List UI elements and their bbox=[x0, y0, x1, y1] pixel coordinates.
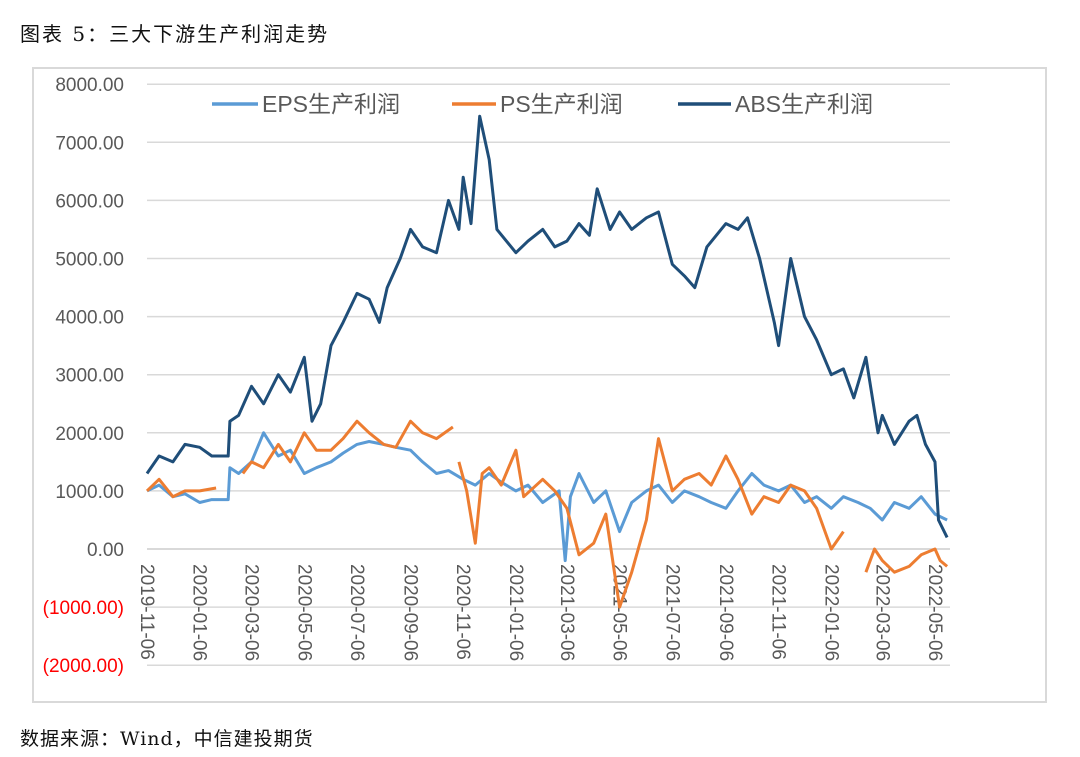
y-tick-label: 3000.00 bbox=[55, 366, 124, 387]
figure-title: 图表 5：三大下游生产利润走势 bbox=[20, 22, 330, 46]
x-tick-label: 2020-07-06 bbox=[346, 564, 367, 661]
y-tick-label: 1000.00 bbox=[55, 482, 124, 503]
series-line-PS生产利润 bbox=[241, 419, 454, 475]
x-tick-label: 2020-11-06 bbox=[452, 564, 473, 660]
x-tick-label: 2022-01-06 bbox=[820, 564, 841, 661]
chart-frame bbox=[32, 67, 1047, 703]
x-tick-label: 2020-03-06 bbox=[241, 564, 262, 661]
x-tick-label: 2021-09-06 bbox=[715, 564, 736, 661]
y-tick-label: (2000.00) bbox=[43, 656, 124, 677]
source-note: 数据来源：Wind，中信建投期货 bbox=[20, 728, 314, 750]
y-tick-label: 6000.00 bbox=[55, 191, 124, 212]
y-tick-label: 2000.00 bbox=[55, 424, 124, 445]
series-line-PS生产利润 bbox=[864, 547, 949, 574]
x-tick-label: 2021-05-06 bbox=[609, 564, 630, 661]
x-tick-label: 2020-01-06 bbox=[189, 564, 210, 661]
legend-label: EPS生产利润 bbox=[262, 91, 400, 117]
y-tick-label: 0.00 bbox=[87, 540, 124, 561]
x-tick-label: 2021-01-06 bbox=[505, 564, 526, 661]
series-line-PS生产利润 bbox=[145, 477, 217, 499]
x-tick-label: 2019-11-06 bbox=[136, 564, 157, 660]
x-tick-label: 2022-03-06 bbox=[871, 564, 892, 661]
series-line-PS生产利润 bbox=[457, 437, 845, 609]
y-tick-label: 4000.00 bbox=[55, 308, 124, 329]
x-tick-label: 2020-05-06 bbox=[293, 564, 314, 661]
legend-label: PS生产利润 bbox=[500, 91, 623, 117]
x-tick-label: 2022-05-06 bbox=[924, 564, 945, 661]
legend-label: ABS生产利润 bbox=[735, 91, 873, 117]
series-line-ABS生产利润 bbox=[145, 114, 949, 539]
x-tick-label: 2020-09-06 bbox=[400, 564, 421, 661]
y-tick-label: (1000.00) bbox=[43, 598, 124, 619]
x-tick-label: 2021-03-06 bbox=[556, 564, 577, 661]
x-tick-label: 2021-07-06 bbox=[661, 564, 682, 661]
y-tick-label: 5000.00 bbox=[55, 250, 124, 271]
y-tick-label: 8000.00 bbox=[55, 75, 124, 96]
y-tick-label: 7000.00 bbox=[55, 133, 124, 154]
x-tick-label: 2021-11-06 bbox=[768, 564, 789, 660]
